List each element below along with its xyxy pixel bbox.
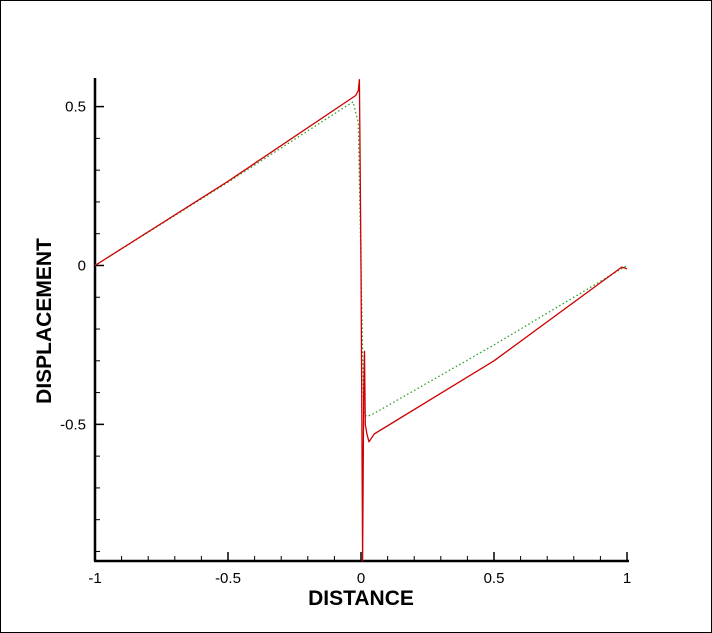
series-layer	[94, 78, 628, 562]
x-tick-label: 1	[623, 570, 631, 587]
tick-labels: -1 -0.5 0 0.5 1 -0.5 0 0.5	[60, 99, 631, 587]
x-axis-title: DISTANCE	[308, 587, 414, 610]
x-tick-label: -0.5	[215, 570, 241, 587]
x-tick-label: 0	[357, 570, 365, 587]
y-axis-title: DISPLACEMENT	[33, 238, 56, 404]
series-line-solid	[94, 78, 628, 562]
x-tick-label: 0.5	[484, 570, 505, 587]
y-tick-label: 0	[78, 257, 86, 274]
ticks	[94, 105, 628, 561]
y-tick-label: -0.5	[60, 416, 86, 433]
y-tick-label: 0.5	[65, 99, 86, 116]
x-tick-label: -1	[88, 570, 101, 587]
